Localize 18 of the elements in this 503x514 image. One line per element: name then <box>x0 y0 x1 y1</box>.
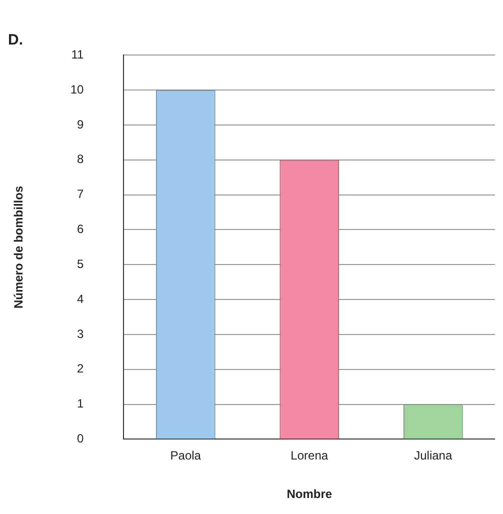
y-tick-label: 6 <box>77 222 84 236</box>
x-tick-label: Juliana <box>414 448 452 463</box>
y-tick-label: 0 <box>77 432 84 446</box>
y-tick-label: 4 <box>77 292 84 306</box>
x-tick-label: Paola <box>170 448 202 463</box>
y-tick-label: 1 <box>77 396 84 411</box>
y-tick-label: 10 <box>70 82 84 96</box>
y-tick-label: 7 <box>77 187 84 202</box>
y-tick-label: 9 <box>77 117 84 132</box>
y-tick-label: 11 <box>71 48 84 62</box>
y-tick-label: 8 <box>77 152 84 166</box>
x-axis-title: Nombre <box>286 487 332 502</box>
chart-title: D. <box>8 31 23 48</box>
y-axis-title: Número de bombillos <box>12 186 26 309</box>
y-tick-label: 3 <box>77 326 84 341</box>
y-tick-label: 2 <box>77 362 84 376</box>
x-tick-label: Lorena <box>290 448 328 463</box>
y-tick-label: 5 <box>77 256 84 271</box>
